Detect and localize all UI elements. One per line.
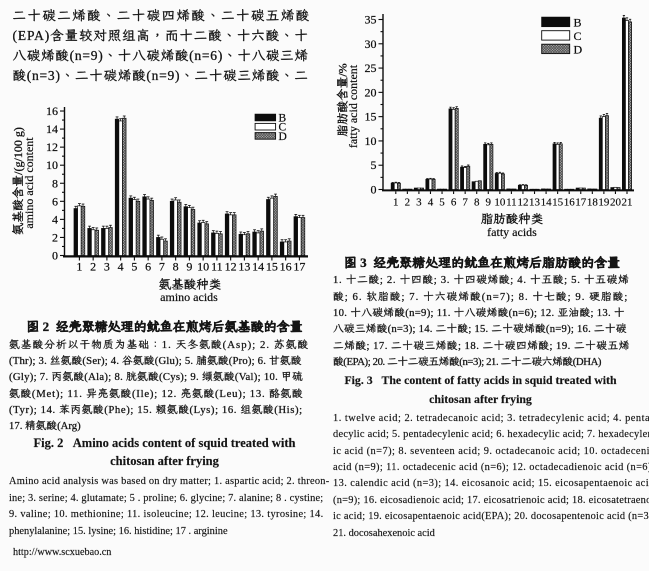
svg-text:16: 16 bbox=[280, 260, 292, 274]
svg-text:3: 3 bbox=[416, 197, 422, 209]
svg-text:2: 2 bbox=[405, 197, 411, 209]
svg-text:C: C bbox=[279, 122, 287, 134]
svg-text:6: 6 bbox=[52, 194, 58, 208]
svg-text:20: 20 bbox=[610, 197, 622, 209]
svg-text:16: 16 bbox=[46, 104, 58, 118]
svg-text:1: 1 bbox=[76, 260, 82, 274]
svg-text:7: 7 bbox=[159, 260, 165, 274]
svg-text:25: 25 bbox=[365, 61, 377, 75]
svg-text:8: 8 bbox=[474, 197, 480, 209]
svg-text:4: 4 bbox=[52, 212, 58, 226]
svg-text:fatty acids: fatty acids bbox=[487, 225, 537, 239]
svg-text:11: 11 bbox=[506, 197, 517, 209]
svg-text:12: 12 bbox=[225, 260, 237, 274]
svg-text:4: 4 bbox=[118, 260, 124, 274]
svg-text:5: 5 bbox=[131, 260, 137, 274]
svg-text:17: 17 bbox=[293, 260, 305, 274]
svg-text:D: D bbox=[279, 131, 287, 143]
svg-text:13: 13 bbox=[529, 197, 541, 209]
svg-text:氨基酸种类: 氨基酸种类 bbox=[159, 276, 222, 293]
svg-text:0: 0 bbox=[52, 249, 58, 263]
svg-text:14: 14 bbox=[46, 122, 58, 136]
svg-text:2: 2 bbox=[52, 230, 58, 244]
svg-text:10: 10 bbox=[197, 260, 209, 274]
svg-text:9: 9 bbox=[186, 260, 192, 274]
svg-text:13: 13 bbox=[238, 260, 250, 274]
svg-text:6: 6 bbox=[451, 197, 457, 209]
svg-text:15: 15 bbox=[266, 260, 278, 274]
svg-text:30: 30 bbox=[365, 37, 377, 51]
svg-text:8: 8 bbox=[52, 176, 58, 190]
svg-text:D: D bbox=[574, 43, 583, 57]
svg-text:4: 4 bbox=[428, 197, 434, 209]
svg-text:amino acids: amino acids bbox=[160, 290, 218, 304]
svg-text:14: 14 bbox=[541, 197, 553, 209]
svg-text:20: 20 bbox=[365, 85, 377, 99]
svg-text:fatty acid content: fatty acid content bbox=[346, 64, 360, 148]
svg-text:9: 9 bbox=[486, 197, 492, 209]
svg-text:3: 3 bbox=[104, 260, 110, 274]
svg-text:16: 16 bbox=[564, 197, 576, 209]
svg-text:15: 15 bbox=[365, 110, 377, 124]
svg-text:10: 10 bbox=[365, 134, 377, 148]
svg-text:18: 18 bbox=[587, 197, 599, 209]
svg-text:7: 7 bbox=[462, 197, 468, 209]
svg-text:0: 0 bbox=[371, 183, 377, 197]
svg-text:脂肪酸含量/%: 脂肪酸含量/% bbox=[336, 63, 351, 136]
svg-text:35: 35 bbox=[365, 13, 377, 27]
svg-text:8: 8 bbox=[173, 260, 179, 274]
svg-text:10: 10 bbox=[494, 197, 506, 209]
svg-text:amino acid content: amino acid content bbox=[22, 137, 36, 229]
svg-text:2: 2 bbox=[90, 260, 96, 274]
svg-text:10: 10 bbox=[46, 158, 58, 172]
svg-text:19: 19 bbox=[598, 197, 610, 209]
svg-text:15: 15 bbox=[552, 197, 564, 209]
svg-text:12: 12 bbox=[46, 140, 58, 154]
svg-text:脂肪酸种类: 脂肪酸种类 bbox=[481, 210, 544, 227]
svg-text:氨基酸含量/(g/100 g): 氨基酸含量/(g/100 g) bbox=[11, 127, 26, 235]
svg-text:5: 5 bbox=[439, 197, 445, 209]
svg-text:1: 1 bbox=[393, 197, 399, 209]
svg-text:11: 11 bbox=[211, 260, 223, 274]
svg-text:6: 6 bbox=[145, 260, 151, 274]
svg-text:B: B bbox=[279, 112, 287, 124]
svg-text:12: 12 bbox=[517, 197, 528, 209]
svg-text:21: 21 bbox=[622, 197, 633, 209]
svg-text:B: B bbox=[574, 16, 582, 30]
svg-text:C: C bbox=[574, 29, 582, 43]
svg-text:5: 5 bbox=[371, 158, 377, 172]
svg-text:14: 14 bbox=[252, 260, 264, 274]
svg-text:17: 17 bbox=[575, 197, 587, 209]
